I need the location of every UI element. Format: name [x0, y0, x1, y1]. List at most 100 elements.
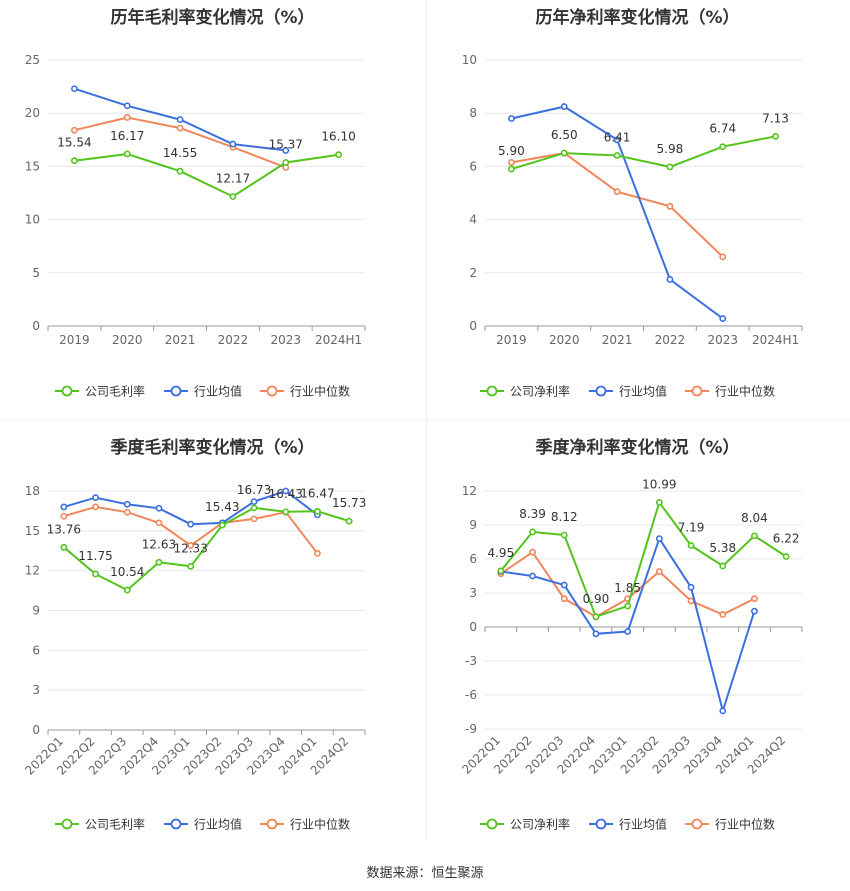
- data-label: 5.38: [709, 541, 736, 555]
- y-tick-label: 6: [32, 643, 40, 657]
- legend-label: 行业均值: [619, 817, 667, 832]
- legend-marker: [170, 385, 182, 397]
- series-line-0: [511, 135, 776, 171]
- data-point: [592, 630, 600, 638]
- legend-marker: [691, 385, 703, 397]
- legend-label: 公司净利率: [510, 384, 570, 399]
- annual-gross-margin-chart: 历年毛利率变化情况（%） 0 5 10 15 20 25 2019 2020 2021 2022 2…: [0, 0, 425, 410]
- data-point: [655, 535, 663, 542]
- y-tick-label: -9: [465, 722, 477, 736]
- y-tick-label: 9: [32, 604, 40, 618]
- y-tick-label: 15: [25, 159, 40, 173]
- chart-svg: 0 2 4 6 8 10 2019 2020 2021 2022 2023 2024H1 5.90 6.5…: [462, 53, 803, 399]
- data-point: [123, 114, 131, 121]
- data-point: [176, 124, 184, 132]
- legend-marker: [170, 818, 182, 830]
- data-label: 14.55: [163, 146, 197, 160]
- data-label: 6.41: [604, 130, 631, 144]
- data-point: [529, 548, 536, 556]
- legend-item: 行业均值: [164, 817, 242, 832]
- data-point: [282, 147, 290, 154]
- data-point: [60, 503, 68, 511]
- legend-marker: [595, 818, 607, 830]
- data-point: [613, 188, 621, 196]
- x-tick-label: 2019: [59, 333, 90, 347]
- data-point: [719, 562, 727, 570]
- data-point: [345, 517, 353, 525]
- data-point: [176, 116, 184, 123]
- y-tick-label: -3: [465, 654, 477, 668]
- x-tick-label: 2022: [655, 333, 686, 347]
- data-point: [71, 85, 78, 93]
- data-point: [123, 102, 131, 110]
- data-point: [655, 499, 663, 506]
- data-point: [92, 494, 99, 502]
- data-label: 12.17: [216, 172, 250, 186]
- data-label: 7.19: [678, 521, 705, 535]
- y-tick-label: 25: [25, 53, 40, 67]
- data-point: [613, 152, 621, 159]
- legend-marker: [486, 818, 498, 830]
- y-tick-label: 12: [462, 484, 477, 498]
- data-point: [719, 253, 727, 261]
- data-label: 4.95: [487, 546, 514, 560]
- chart-svg: -9-6-30369122022Q12022Q22022Q32022Q42023…: [459, 477, 803, 832]
- data-label: 5.90: [498, 144, 525, 158]
- data-label: 11.75: [78, 549, 112, 563]
- data-point: [592, 613, 600, 621]
- data-point: [529, 528, 536, 536]
- quarterly-gross-margin-chart: 季度毛利率变化情况（%） 0 3 6 9 12 15 18 2022Q1 2022Q2 2022Q…: [0, 430, 425, 850]
- legend-label: 行业中位数: [715, 384, 775, 399]
- data-point: [624, 602, 632, 610]
- y-tick-label: 3: [32, 683, 40, 697]
- data-label: 12.33: [173, 541, 207, 555]
- legend-marker: [266, 385, 278, 397]
- legend-item: 行业均值: [164, 384, 242, 399]
- series-line-1: [500, 536, 756, 715]
- data-point: [282, 508, 290, 516]
- data-point: [719, 611, 727, 618]
- data-label: 5.98: [657, 142, 684, 156]
- data-point: [719, 707, 727, 715]
- data-label: 15.43: [205, 500, 239, 514]
- y-tick-label: 12: [25, 564, 40, 578]
- data-point: [176, 167, 184, 175]
- chart-title: 历年净利率变化情况（%）: [535, 8, 740, 28]
- data-point: [155, 504, 163, 512]
- chart-svg: 0 5 10 15 20 25 2019 2020 2021 2022 2023 2024H1 15.5…: [25, 53, 366, 399]
- quarterly-net-margin-chart: 季度净利率变化情况（%） -9 -6 -3 0 3 6 9 12 2022Q1 2022Q2 202…: [425, 430, 850, 850]
- data-point: [666, 163, 674, 171]
- legend-item: 行业均值: [589, 817, 667, 832]
- legend-label: 行业中位数: [290, 384, 350, 399]
- data-label: 16.17: [110, 129, 144, 143]
- data-point: [250, 504, 258, 512]
- y-tick-label: 9: [469, 518, 477, 532]
- data-label: 6.50: [551, 128, 578, 142]
- data-label: 15.54: [57, 136, 91, 150]
- horizontal-divider: [0, 420, 850, 421]
- legend-item: 公司净利率: [480, 817, 570, 832]
- data-label: 15.73: [332, 496, 366, 510]
- legend-marker: [486, 385, 498, 397]
- data-point: [687, 583, 695, 591]
- data-point: [123, 500, 131, 508]
- x-tick-label: 2020: [112, 333, 143, 347]
- legend-item: 行业中位数: [260, 384, 350, 399]
- data-point: [687, 597, 695, 605]
- legend-item: 行业中位数: [685, 817, 775, 832]
- data-point: [560, 149, 568, 157]
- legend-label: 行业中位数: [715, 817, 775, 832]
- data-point: [229, 193, 237, 200]
- data-point: [314, 507, 321, 515]
- data-point: [772, 132, 779, 140]
- data-point: [751, 607, 758, 615]
- y-tick-label: 4: [469, 213, 477, 227]
- y-tick-label: 10: [462, 53, 477, 67]
- data-label: 16.47: [300, 486, 334, 500]
- y-tick-label: 18: [25, 484, 40, 498]
- y-tick-label: 0: [32, 723, 40, 737]
- data-point: [187, 542, 195, 549]
- y-tick-label: 0: [469, 319, 477, 333]
- data-point: [60, 512, 68, 520]
- data-label: 1.85: [614, 581, 641, 595]
